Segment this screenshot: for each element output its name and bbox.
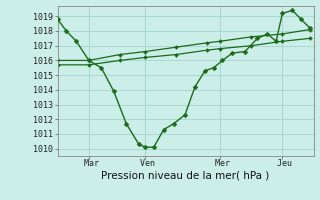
X-axis label: Pression niveau de la mer( hPa ): Pression niveau de la mer( hPa ) xyxy=(101,171,270,181)
